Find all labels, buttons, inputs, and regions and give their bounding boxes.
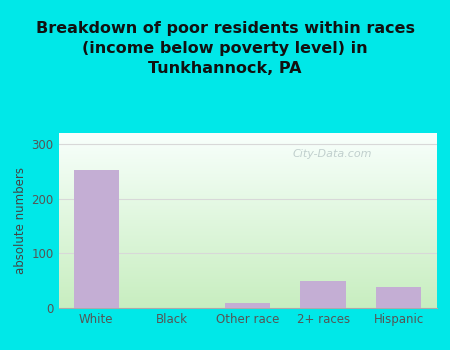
Text: City-Data.com: City-Data.com bbox=[293, 149, 372, 159]
Text: Breakdown of poor residents within races
(income below poverty level) in
Tunkhan: Breakdown of poor residents within races… bbox=[36, 21, 414, 76]
Bar bbox=[301, 281, 346, 308]
Bar bbox=[74, 170, 119, 308]
Y-axis label: absolute numbers: absolute numbers bbox=[14, 167, 27, 274]
Bar bbox=[225, 302, 270, 308]
Bar bbox=[376, 287, 421, 308]
